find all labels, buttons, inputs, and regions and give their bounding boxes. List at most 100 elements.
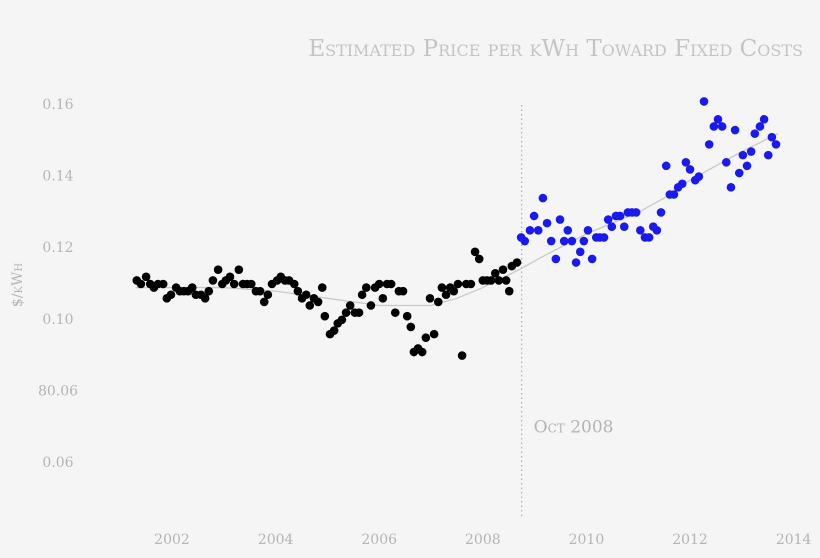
point [498, 265, 508, 274]
point [361, 283, 371, 292]
point [734, 168, 744, 178]
point [713, 115, 723, 124]
point [669, 190, 679, 199]
point [378, 294, 388, 303]
point [255, 286, 265, 296]
point [229, 279, 239, 289]
point [429, 329, 439, 339]
point [158, 279, 168, 289]
point [263, 290, 273, 300]
point [441, 290, 451, 300]
point [533, 226, 543, 235]
point [583, 226, 593, 235]
point [677, 179, 687, 189]
point [204, 286, 214, 296]
point [320, 311, 330, 321]
point [437, 283, 447, 292]
point [738, 150, 748, 160]
point [699, 97, 709, 106]
x-tick-label: 2006 [361, 532, 397, 548]
point [200, 294, 210, 303]
y-tick-label: 0.16 [42, 97, 73, 113]
y-tick-label: 0.12 [42, 240, 73, 256]
point [341, 308, 351, 317]
point [563, 226, 573, 235]
point [417, 347, 427, 357]
point [652, 226, 662, 235]
point [559, 236, 569, 246]
point [619, 222, 629, 232]
point [631, 208, 641, 217]
point [246, 279, 256, 289]
x-tick-label: 2014 [776, 532, 812, 548]
point [587, 254, 597, 264]
y-axis-label: $/kWh [10, 263, 26, 307]
y-tick-label: 0.10 [42, 312, 73, 328]
point [704, 140, 714, 149]
point [721, 157, 731, 167]
point [345, 301, 355, 310]
y-tick-label: 0.06 [42, 455, 73, 471]
point [529, 211, 539, 221]
point [317, 283, 327, 292]
point [615, 211, 625, 221]
point [449, 286, 459, 296]
point [421, 333, 431, 343]
point [551, 254, 561, 264]
point [329, 326, 339, 335]
point [301, 290, 311, 300]
point [636, 226, 645, 235]
point [746, 147, 756, 156]
point [709, 122, 719, 131]
point [357, 290, 367, 300]
point [567, 236, 577, 246]
x-tick-label: 2012 [672, 532, 708, 548]
x-tick-label: 2002 [154, 532, 190, 548]
point [208, 276, 218, 285]
y-tick-label: 80.06 [38, 383, 78, 399]
point [763, 150, 773, 160]
point [136, 279, 146, 289]
x-tick-label: 2004 [258, 532, 294, 548]
point [504, 286, 514, 296]
point [354, 308, 364, 317]
x-tick-label: 2008 [465, 532, 501, 548]
point [717, 122, 727, 131]
point [490, 268, 500, 278]
point [599, 233, 609, 242]
point [571, 258, 581, 267]
annotation-label: Oct 2008 [534, 418, 614, 438]
point [470, 247, 480, 257]
point [694, 172, 704, 181]
point [555, 215, 565, 224]
point [141, 272, 151, 282]
point [433, 297, 443, 307]
point [457, 351, 467, 360]
point [466, 279, 476, 289]
point [542, 218, 552, 228]
point [166, 290, 176, 300]
point [742, 161, 752, 171]
point [474, 254, 484, 264]
point [767, 132, 777, 142]
point [546, 236, 556, 246]
point [305, 301, 315, 310]
x-tick-label: 2010 [569, 532, 605, 548]
point [494, 276, 504, 285]
point [234, 265, 244, 274]
point [293, 286, 303, 296]
point [501, 276, 511, 285]
point [603, 215, 613, 224]
point [750, 129, 760, 138]
point [579, 236, 589, 246]
point [525, 226, 535, 235]
point [213, 265, 223, 274]
point [374, 279, 384, 289]
point [313, 297, 323, 307]
point [726, 183, 736, 192]
point [656, 208, 666, 217]
point [681, 157, 691, 167]
point [225, 272, 235, 282]
point [575, 247, 585, 257]
